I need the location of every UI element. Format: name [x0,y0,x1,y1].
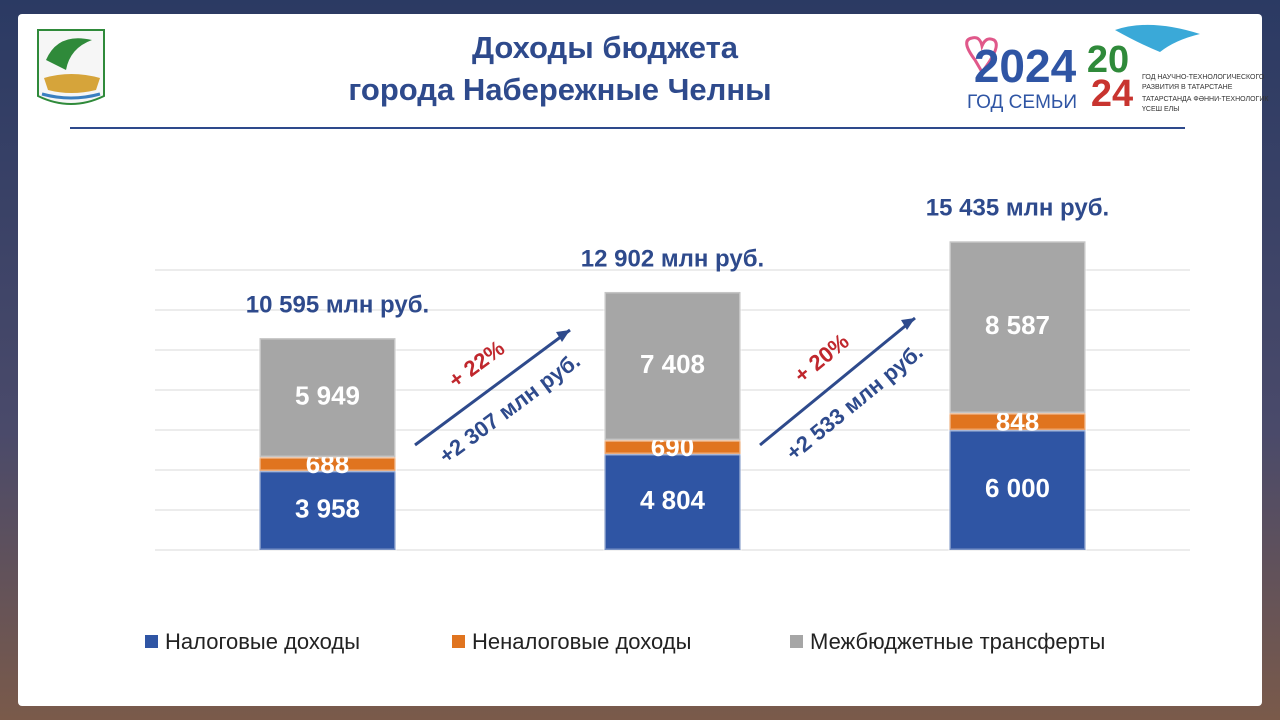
bar-segment [948,428,1087,552]
value-label: 4 804 [640,485,706,515]
logo-line: РАЗВИТИЯ В ТАТАРСТАНЕ [1142,84,1233,91]
year-logo: 2024 ГОД СЕМЬИ 20 24 ГОД НАУЧНО-ТЕХНОЛОГ… [965,24,1269,115]
logo-line: ҮСЕШ ЕЛЫ [1142,106,1179,113]
value-label: 5 949 [295,380,360,410]
bar-segment [603,290,742,442]
legend-swatch [790,635,803,648]
total-label: 15 435 млн руб. [926,195,1109,222]
logo-line: ГОД НАУЧНО-ТЕХНОЛОГИЧЕСКОГО [1142,74,1265,81]
total-label: 12 902 млн руб. [581,245,764,272]
arrow-head [901,318,915,330]
growth-arrow [414,328,571,447]
legend-label: Межбюджетные трансферты [810,629,1105,654]
title-line: Доходы бюджета [472,30,739,65]
legend-label: Налоговые доходы [165,629,360,654]
legend-label: Неналоговые доходы [472,629,691,654]
arrow-head [556,330,570,342]
total-label: 10 595 млн руб. [246,291,429,318]
bar-segment [258,469,397,552]
logo-year: 2024 [974,40,1077,92]
logo-year-part: 24 [1091,73,1133,115]
legend-swatch [452,635,465,648]
bar-segment [603,452,742,552]
logo-year-part: 20 [1087,39,1129,81]
value-label: 6 000 [985,473,1050,503]
growth-arrow [759,316,916,447]
value-label: 7 408 [640,349,705,379]
bar-segment [948,239,1087,415]
title-line: города Набережные Челны [348,72,771,107]
city-emblem [37,29,105,105]
value-label: 8 587 [985,310,1050,340]
legend-swatch [145,635,158,648]
logo-line: ТАТАРСТАНДА ФӘННИ-ТЕХНОЛОГИК [1142,96,1269,103]
logo-caption: ГОД СЕМЬИ [967,92,1077,113]
value-label: 3 958 [295,493,360,523]
bar-segment [258,336,397,459]
